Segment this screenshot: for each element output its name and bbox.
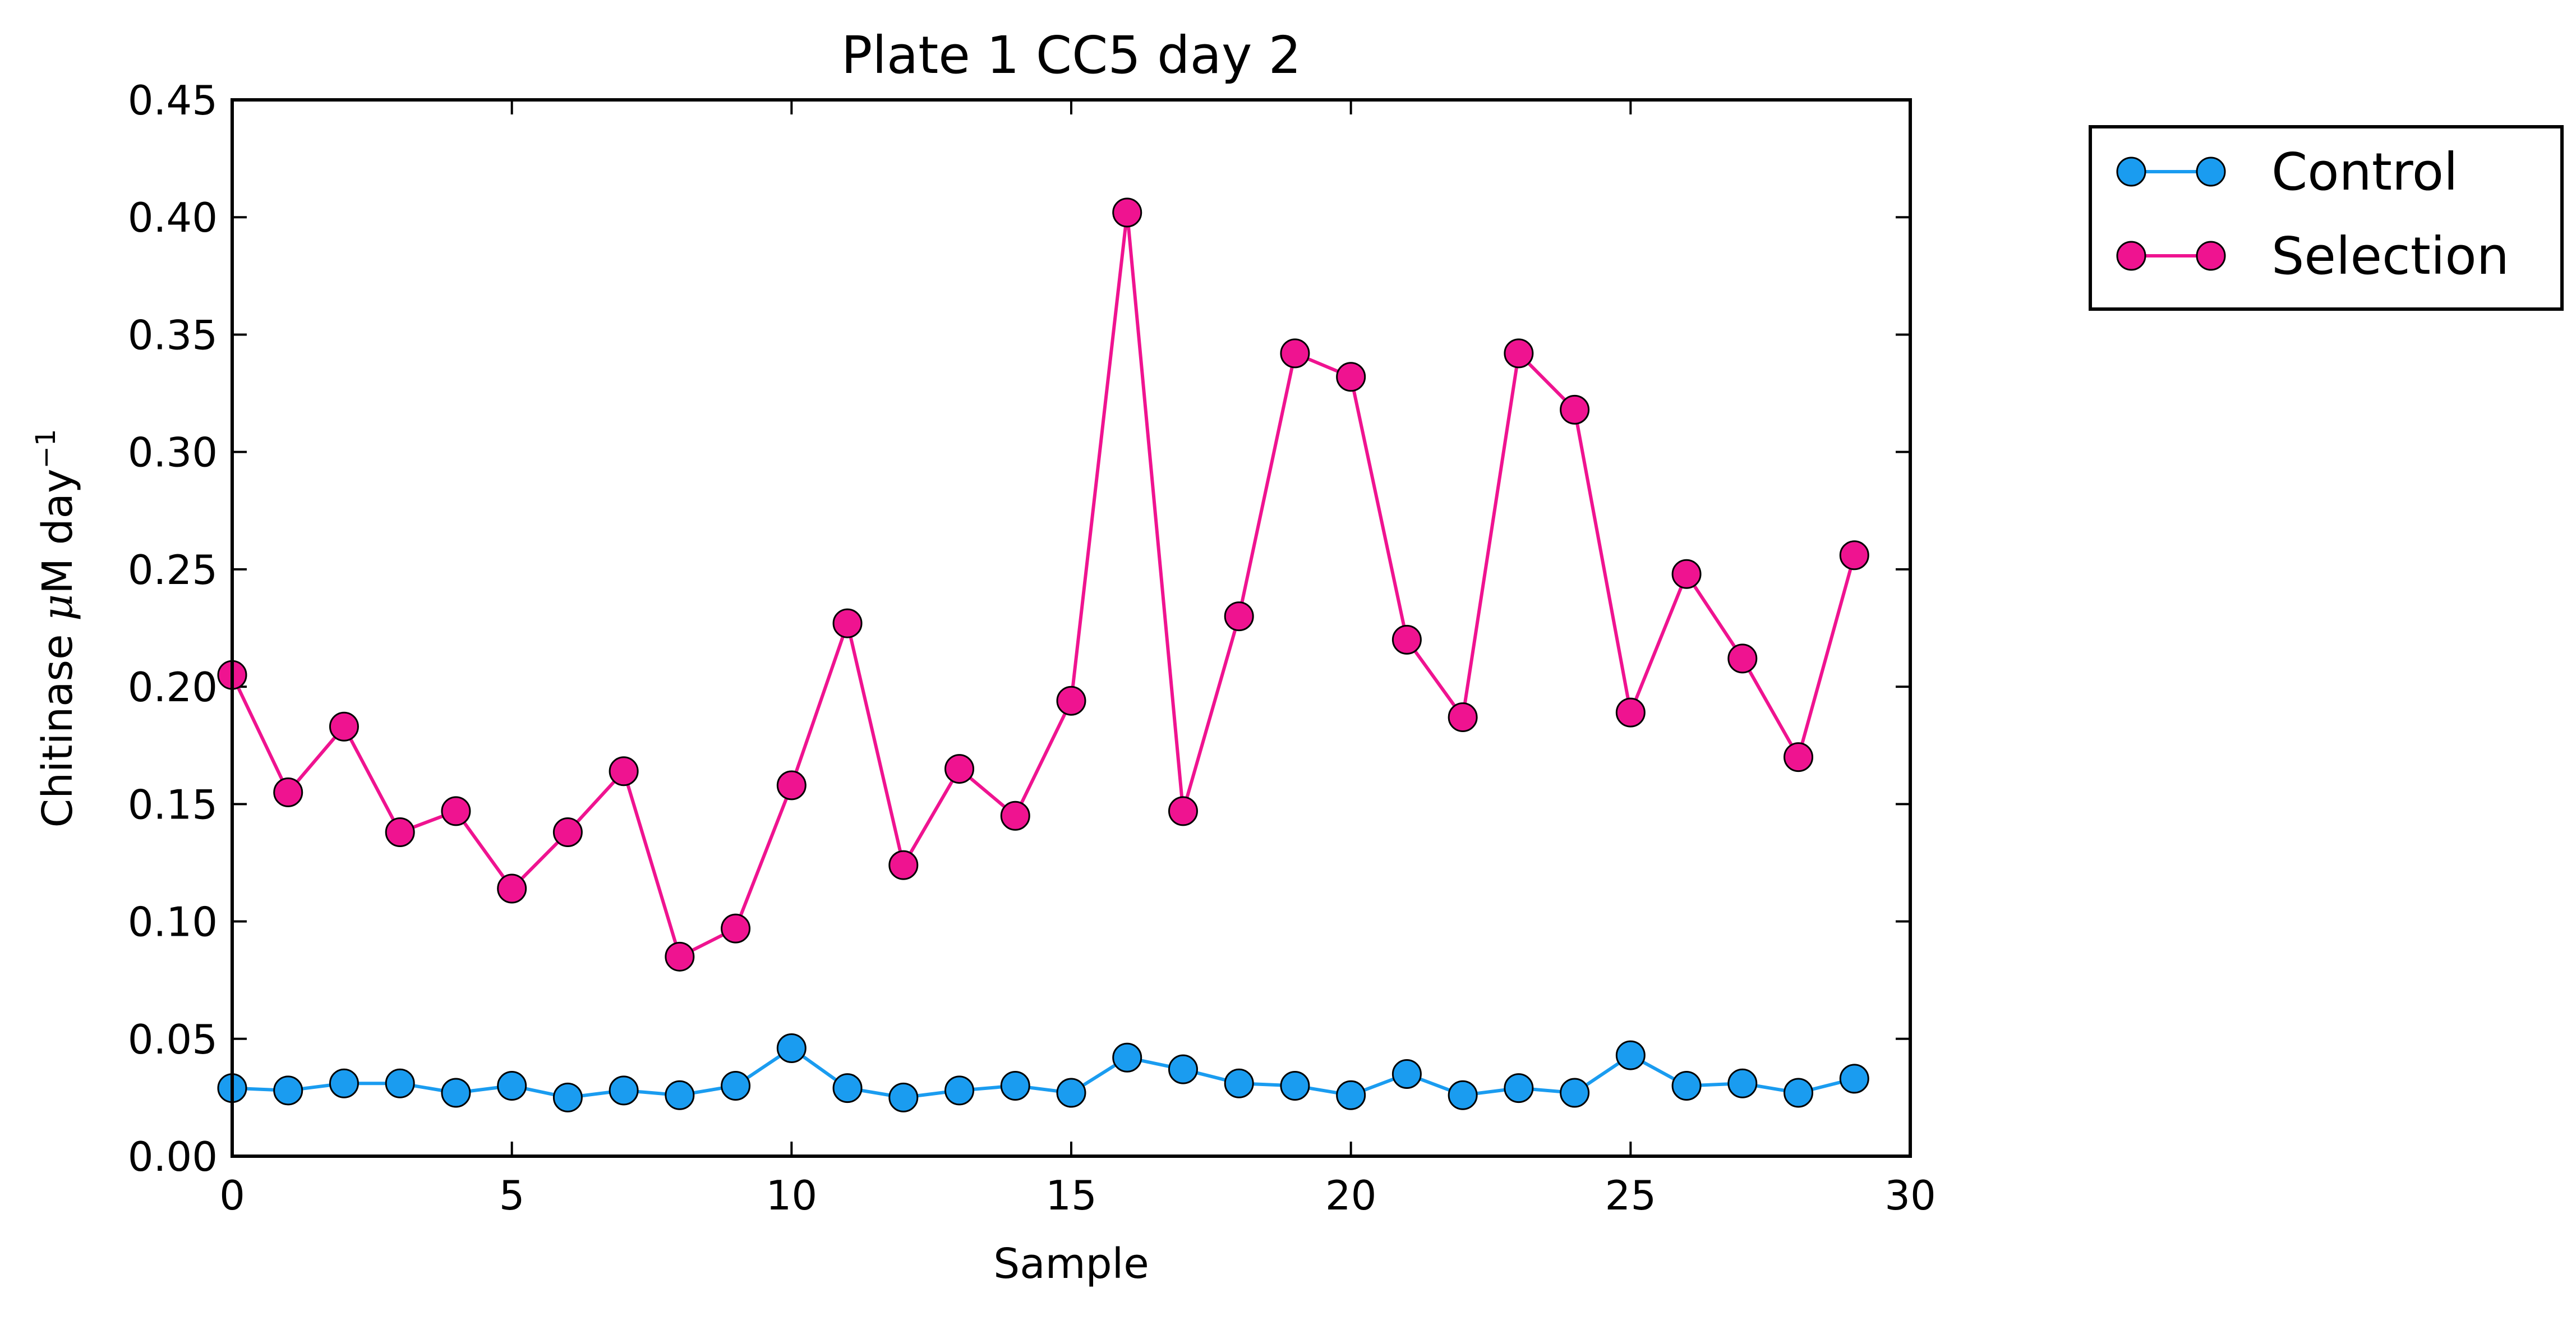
data-point-control <box>888 1082 919 1112</box>
data-point-control <box>1560 1078 1590 1108</box>
data-point-selection <box>832 608 863 638</box>
data-point-control <box>1112 1042 1142 1073</box>
data-point-selection <box>441 796 471 826</box>
data-point-control <box>1504 1073 1534 1103</box>
data-point-control <box>1168 1054 1198 1084</box>
y-axis-label-unit: M day <box>34 468 82 594</box>
x-tick-label: 30 <box>1884 1172 1936 1219</box>
legend-item-selection: Selection <box>2116 226 2509 286</box>
x-axis-label: Sample <box>993 1240 1149 1288</box>
data-point-selection <box>1504 338 1534 369</box>
y-tick-label: 0.10 <box>128 899 218 946</box>
data-point-control <box>609 1075 639 1106</box>
data-point-selection <box>497 873 527 904</box>
data-point-control <box>1448 1080 1478 1110</box>
axis-ticks: 0 5 10 15 20 25 30 0.00 0.05 0.10 0.15 0.20 0.25 0.30… <box>128 77 1936 1219</box>
y-tick-label: 0.05 <box>128 1016 218 1063</box>
data-point-selection <box>609 756 639 787</box>
data-point-control <box>832 1073 863 1103</box>
data-point-selection <box>776 770 807 801</box>
data-point-selection <box>329 711 359 742</box>
y-tick-label: 0.45 <box>128 77 218 124</box>
data-point-selection <box>1168 796 1198 826</box>
data-point-selection <box>1224 601 1254 632</box>
data-point-control <box>1784 1078 1814 1108</box>
y-axis-label: Chitinase μM day−1 <box>30 429 82 828</box>
y-tick-label: 0.30 <box>128 429 218 476</box>
data-point-selection <box>273 777 303 807</box>
x-tick-label: 5 <box>499 1172 525 1219</box>
data-point-control <box>665 1080 695 1110</box>
legend-marker-control <box>2116 157 2146 187</box>
legend-item-control: Control <box>2116 142 2458 202</box>
series-control <box>217 1033 1869 1112</box>
data-point-control <box>1615 1040 1646 1070</box>
data-point-control <box>385 1068 415 1098</box>
chart-title: Plate 1 CC5 day 2 <box>841 25 1301 85</box>
y-tick-label: 0.40 <box>128 194 218 241</box>
data-point-control <box>273 1075 303 1106</box>
data-point-selection <box>1615 697 1646 728</box>
data-point-selection <box>552 817 583 848</box>
data-point-selection <box>1000 801 1030 831</box>
data-point-selection <box>1727 643 1758 674</box>
legend-marker-control <box>2196 157 2226 187</box>
data-point-control <box>497 1070 527 1101</box>
data-point-control <box>441 1078 471 1108</box>
y-tick-label: 0.25 <box>128 546 218 594</box>
y-axis-label-exponent: −1 <box>30 429 62 469</box>
legend-label-control: Control <box>2271 142 2458 202</box>
data-point-selection <box>944 754 975 784</box>
y-tick-label: 0.20 <box>128 664 218 711</box>
data-point-selection <box>1448 702 1478 733</box>
data-point-selection <box>1784 742 1814 772</box>
data-point-selection <box>1336 362 1366 392</box>
data-point-control <box>1727 1068 1758 1098</box>
data-point-selection <box>385 817 415 848</box>
x-tick-label: 0 <box>219 1172 245 1219</box>
x-tick-label: 10 <box>766 1172 818 1219</box>
data-point-selection <box>888 850 919 880</box>
data-point-selection <box>721 913 751 944</box>
data-point-control <box>1839 1064 1869 1094</box>
series-line-selection <box>231 210 1856 959</box>
data-point-control <box>776 1033 807 1064</box>
data-point-control <box>1224 1068 1254 1098</box>
data-point-control <box>1391 1059 1422 1089</box>
data-point-control <box>721 1070 751 1101</box>
data-point-control <box>1280 1070 1310 1101</box>
data-point-control <box>944 1075 975 1106</box>
data-point-selection <box>1280 338 1310 369</box>
x-tick-label: 25 <box>1605 1172 1657 1219</box>
y-tick-label: 0.35 <box>128 311 218 358</box>
data-point-selection <box>1112 197 1142 228</box>
x-tick-label: 15 <box>1045 1172 1097 1219</box>
data-point-control <box>1671 1070 1702 1101</box>
y-axis-label-mu: μ <box>34 594 82 621</box>
series-layer <box>217 197 1869 1112</box>
data-point-control <box>1000 1070 1030 1101</box>
data-point-selection <box>1560 394 1590 425</box>
data-point-selection <box>1839 540 1869 571</box>
legend-marker-selection <box>2196 241 2226 271</box>
data-point-selection <box>1056 686 1086 716</box>
plot-frame <box>231 98 1912 1158</box>
legend-box <box>2089 125 2564 311</box>
legend: Control Selection <box>2089 125 2564 311</box>
data-point-selection <box>1671 559 1702 589</box>
data-point-control <box>1056 1078 1086 1108</box>
data-point-selection <box>665 941 695 972</box>
series-selection <box>217 197 1869 972</box>
data-point-control <box>329 1068 359 1098</box>
data-point-control <box>552 1082 583 1112</box>
x-tick-label: 20 <box>1325 1172 1377 1219</box>
data-point-selection <box>1391 624 1422 655</box>
legend-label-selection: Selection <box>2271 226 2509 286</box>
y-tick-label: 0.00 <box>128 1133 218 1180</box>
y-axis-label-text: Chitinase <box>34 621 82 828</box>
y-tick-label: 0.15 <box>128 781 218 828</box>
legend-marker-selection <box>2116 241 2146 271</box>
data-point-control <box>1336 1080 1366 1110</box>
